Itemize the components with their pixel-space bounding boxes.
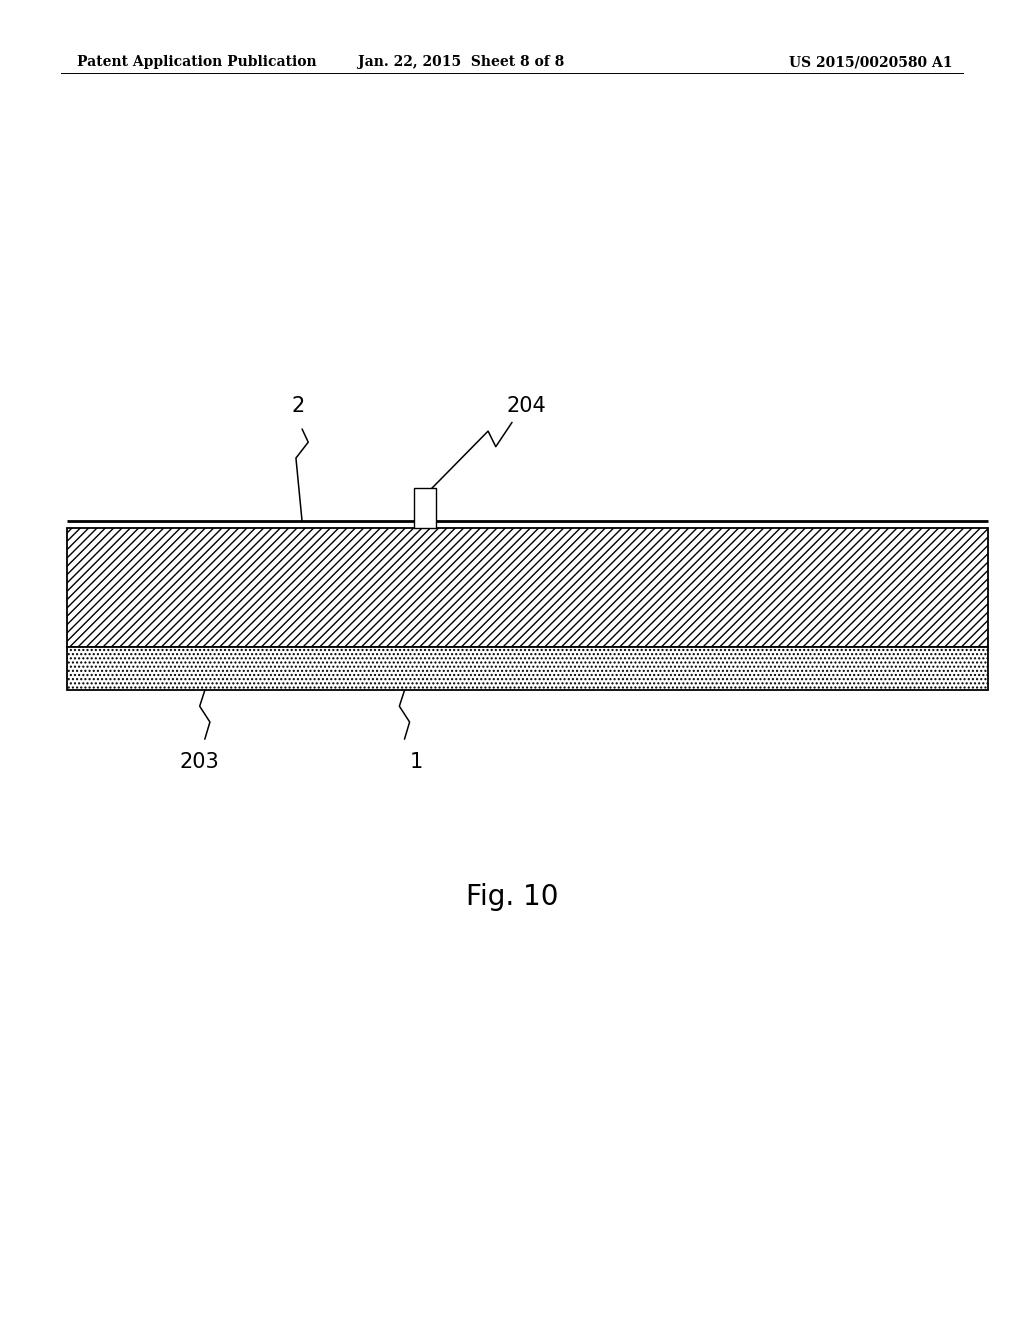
Text: US 2015/0020580 A1: US 2015/0020580 A1 bbox=[788, 55, 952, 70]
Text: Fig. 10: Fig. 10 bbox=[466, 883, 558, 911]
Bar bbox=[67, 647, 988, 690]
Text: Jan. 22, 2015  Sheet 8 of 8: Jan. 22, 2015 Sheet 8 of 8 bbox=[357, 55, 564, 70]
Text: 2: 2 bbox=[292, 396, 305, 416]
Text: 1: 1 bbox=[410, 752, 423, 772]
Text: 204: 204 bbox=[507, 396, 547, 416]
Text: 203: 203 bbox=[179, 752, 219, 772]
Bar bbox=[67, 528, 988, 647]
Text: Patent Application Publication: Patent Application Publication bbox=[77, 55, 316, 70]
Bar bbox=[414, 488, 436, 528]
